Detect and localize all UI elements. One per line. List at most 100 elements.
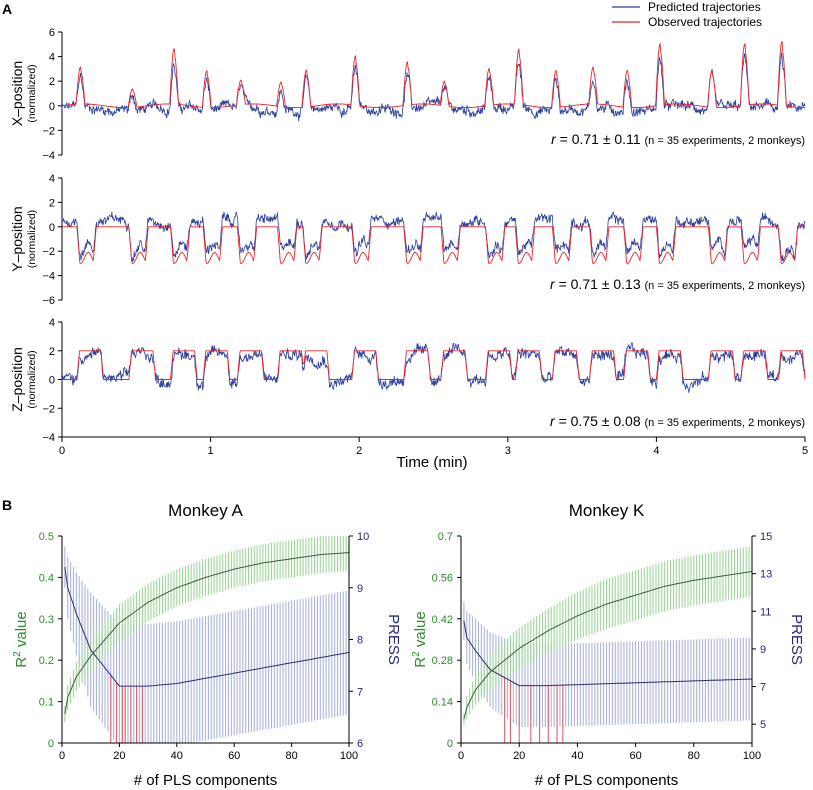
y-tick-label: 4 xyxy=(49,317,55,329)
y-tick-label: −2 xyxy=(42,125,55,137)
x-tick-label: 0 xyxy=(59,750,65,762)
y-tick-label: 2 xyxy=(49,197,55,209)
left-tick-label: 0.5 xyxy=(39,531,54,543)
panel-b: B 0 20 40 60 80 10000.10.20.30.40.5678910Monk… xyxy=(2,497,805,789)
y-tick-label: 0 xyxy=(49,101,55,113)
y-tick-label: −4 xyxy=(42,271,55,283)
right-tick-label: 8 xyxy=(357,635,363,647)
x-tick-label: 20 xyxy=(113,750,125,762)
y-tick-label: −4 xyxy=(42,432,55,444)
right-tick-label: 13 xyxy=(760,569,772,581)
y-tick-label: 6 xyxy=(49,27,55,39)
press-line xyxy=(463,620,753,687)
x-tick-label: 100 xyxy=(743,750,761,762)
left-tick-label: 0 xyxy=(447,738,453,750)
y-axis-title: X–position xyxy=(9,61,25,126)
x-tick-label: 2 xyxy=(356,445,362,457)
trajectory-row-0: −4 −2 0 2 4 6 X–position (normalized) r = 0.71 ±… xyxy=(9,27,806,162)
r-symbol: r xyxy=(551,131,557,147)
left-tick-label: 0 xyxy=(48,738,54,750)
left-axis-title-r: R xyxy=(412,657,429,668)
r-note: (n = 35 experiments, 2 monkeys) xyxy=(645,280,806,292)
panel-a: A Predicted trajectories Observed trajec… xyxy=(2,0,808,471)
left-tick-label: 0.14 xyxy=(432,697,453,709)
left-tick-label: 0.2 xyxy=(39,655,54,667)
x-tick-label: 0 xyxy=(458,750,464,762)
subplot-title: Monkey K xyxy=(569,501,645,520)
y-axis-subtitle: (normalized) xyxy=(26,210,38,268)
y-tick-label: −2 xyxy=(42,246,55,258)
y-tick-label: 0 xyxy=(49,222,55,234)
r2-line xyxy=(64,552,350,715)
y-axis-subtitle: (normalized) xyxy=(26,64,38,122)
x-tick-label: 0 xyxy=(59,445,65,457)
time-axis: 0 1 2 3 4 5 xyxy=(59,436,808,457)
left-tick-label: 0.56 xyxy=(432,572,453,584)
observed-trajectory-line xyxy=(62,350,806,380)
left-axis-title-tail: value xyxy=(412,611,429,651)
r2-line xyxy=(463,571,753,720)
r-value: = 0.71 ± 0.11 xyxy=(556,131,645,147)
trajectory-row-2: −4 −2 0 2 4 Z–position (normalized) r = 0.75 ± … xyxy=(9,317,806,444)
y-tick-label: −6 xyxy=(42,295,55,307)
correlation-annotation: r = 0.75 ± 0.08 (n = 35 experiments, 2 m… xyxy=(550,413,805,429)
left-tick-label: 0.3 xyxy=(39,614,54,626)
right-tick-label: 9 xyxy=(760,644,766,656)
x-axis-title: # of PLS components xyxy=(134,772,277,789)
legend-predicted-label: Predicted trajectories xyxy=(648,0,761,14)
x-tick-label: 20 xyxy=(513,750,525,762)
r-note: (n = 35 experiments, 2 monkeys) xyxy=(645,417,806,429)
observed-trajectory-line xyxy=(61,41,805,109)
legend-observed-label: Observed trajectories xyxy=(648,15,762,29)
y-axis-title: Z–position xyxy=(9,347,25,412)
right-tick-label: 7 xyxy=(760,682,766,694)
left-axis-title-r: R xyxy=(13,657,30,668)
y-axis-subtitle: (normalized) xyxy=(26,350,38,408)
x-tick-label: 40 xyxy=(571,750,583,762)
legend: Predicted trajectories Observed trajecto… xyxy=(612,0,762,29)
right-axis-title: PRESS xyxy=(385,614,402,665)
r-symbol: r xyxy=(550,413,556,429)
left-axis-title-tail: value xyxy=(13,611,30,651)
subplot-title: Monkey A xyxy=(168,501,243,520)
error-bands xyxy=(64,536,350,743)
x-tick-label: 60 xyxy=(629,750,641,762)
x-axis-title: # of PLS components xyxy=(535,772,678,789)
x-tick-label: 5 xyxy=(802,445,808,457)
trajectory-row-1: −6 −4 −2 0 2 4 Y–position (normalized) r = 0.71 … xyxy=(9,173,806,307)
right-tick-label: 10 xyxy=(357,531,369,543)
left-tick-label: 0.1 xyxy=(39,697,54,709)
left-tick-label: 0.28 xyxy=(432,655,453,667)
y-tick-label: −2 xyxy=(42,403,55,415)
left-axis-title-sup: 2 xyxy=(12,651,23,657)
y-tick-label: 0 xyxy=(49,375,55,387)
x-tick-label: 60 xyxy=(228,750,240,762)
right-tick-label: 9 xyxy=(357,583,363,595)
left-axis-title: R2 value xyxy=(12,611,30,667)
panel-a-label: A xyxy=(2,1,12,17)
press-line xyxy=(64,566,350,687)
right-tick-label: 7 xyxy=(357,686,363,698)
right-tick-label: 15 xyxy=(760,531,772,543)
left-tick-label: 0.7 xyxy=(438,531,453,543)
predicted-trajectory-line xyxy=(61,211,806,262)
predicted-trajectory-line xyxy=(61,52,806,122)
right-tick-label: 5 xyxy=(760,719,766,731)
left-axis-title-sup: 2 xyxy=(411,651,422,657)
left-tick-label: 0.4 xyxy=(39,572,54,584)
monkey-k-plot: 0 20 40 60 80 100 0 0.14 0.28 0.42 0.56 0.7 5 7 9 11 13 1… xyxy=(411,501,805,789)
monkey-a-plot: 0 20 40 60 80 100 0 0.1 0.2 0.3 0.4 0.5 6 7 8 9 10 Monkey… xyxy=(12,501,402,789)
y-tick-label: 4 xyxy=(49,173,55,185)
y-tick-label: 2 xyxy=(49,346,55,358)
y-axis-title: Y–position xyxy=(9,206,25,271)
r-symbol: r xyxy=(550,276,556,292)
correlation-annotation: r = 0.71 ± 0.13 (n = 35 experiments, 2 m… xyxy=(550,276,805,292)
x-tick-label: 4 xyxy=(653,445,659,457)
x-tick-label: 3 xyxy=(505,445,511,457)
x-tick-label: 100 xyxy=(340,750,358,762)
error-bands xyxy=(463,546,753,728)
x-tick-label: 40 xyxy=(171,750,183,762)
observed-trajectory-line xyxy=(62,226,805,264)
